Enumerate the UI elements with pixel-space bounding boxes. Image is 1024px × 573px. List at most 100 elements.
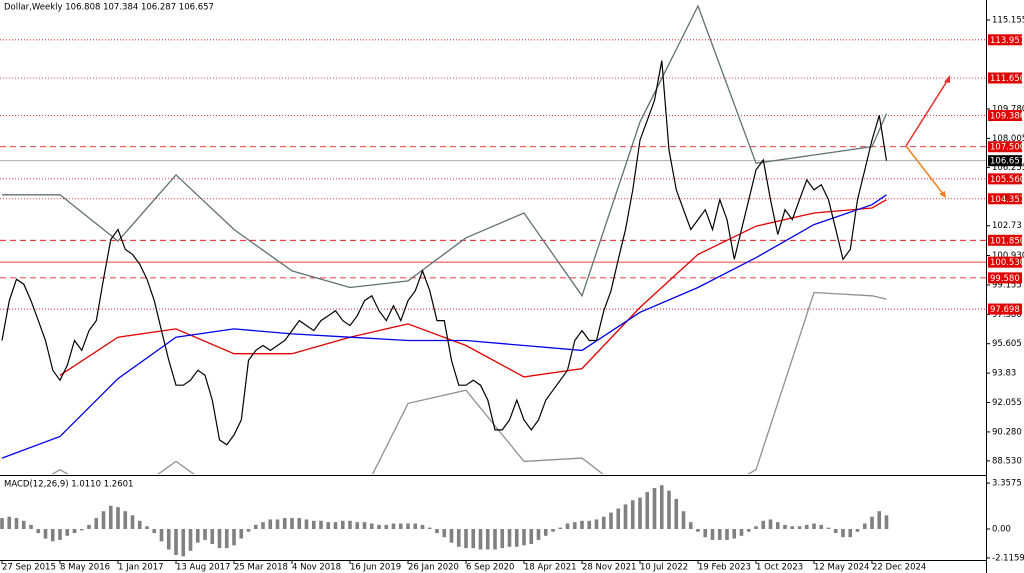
level-label: 99.580 [990,274,1020,284]
macd-bar [239,528,244,539]
macd-bar [398,523,403,529]
macd-bar [311,520,316,529]
macd-bar [159,528,164,542]
x-tick-label: 16 Jun 2019 [350,563,401,573]
macd-bar [558,527,563,529]
macd-bar [855,528,860,532]
macd-bar [543,528,548,536]
level-label-box [988,141,1022,153]
x-tick-label: 26 Jan 2020 [408,563,459,573]
macd-bar [565,523,570,529]
macd-bar [609,512,613,529]
x-tick-label: 1 Jan 2017 [118,563,164,573]
macd-bar [587,520,592,529]
level-label: 104.357 [990,195,1024,205]
x-tick-label: 22 Dec 2024 [872,563,926,573]
x-tick-label: 4 Nov 2018 [292,563,341,573]
y-tick-label: 88.530 [992,456,1022,466]
macd-bar [703,528,708,538]
macd-bar [797,526,802,529]
y-tick-label: -2.1159 [992,553,1024,563]
x-tick-label: 25 Mar 2018 [234,563,288,573]
x-tick-label: 13 Aug 2017 [176,563,230,573]
macd-bar [652,487,657,529]
macd-bar [217,528,222,549]
macd-bar [464,528,468,549]
y-tick-label: 115.155 [992,15,1024,25]
macd-bar [819,524,824,529]
macd-bar [43,528,48,539]
macd-bar [224,528,229,549]
macd-bar [406,523,410,529]
macd-bar [522,528,526,546]
x-tick-label: 6 Sep 2020 [466,563,514,573]
macd-bar [21,520,26,529]
y-tick-label: 106.255 [992,163,1024,173]
y-tick-label: 109.780 [992,104,1024,114]
macd-bar [638,497,642,529]
macd-bar [536,528,541,540]
macd-bar [645,492,650,529]
macd-bar [369,523,374,529]
macd-bar [601,516,606,529]
macd-bar [696,528,700,532]
macd-bar [667,490,671,529]
macd-bar [166,528,171,550]
macd-bar [152,528,157,534]
level-label-box [988,72,1022,84]
macd-bar [449,528,454,543]
macd-bar [485,528,490,550]
macd-bar [413,523,418,529]
macd-bar [442,528,447,538]
x-tick-label: 10 Jul 2022 [640,563,688,573]
macd-bar [0,518,4,529]
down-arrow [905,145,945,196]
macd-bar [50,528,55,542]
macd-bar [659,485,664,529]
macd-bar [688,522,693,529]
macd-bar [710,528,715,540]
macd-bar [384,524,389,529]
macd-bar [181,528,186,557]
macd-bar [775,522,780,529]
macd-bar [514,528,519,547]
macd-bar [877,511,882,529]
macd-bar [232,528,236,546]
macd-bar [246,528,251,532]
level-label: 106.657 [990,157,1024,167]
macd-bar [94,518,99,529]
macd-bar [884,515,889,529]
macd-bar [551,528,555,532]
macd-bar [616,508,621,529]
macd-bar [58,528,62,540]
macd-bar [137,520,142,529]
macd-bar [290,518,294,529]
macd-bar [623,504,628,529]
macd-bar [253,524,258,529]
y-tick-label: 100.930 [992,251,1024,261]
y-tick-label: 3.3575 [992,479,1022,489]
macd-bar [717,528,722,540]
x-tick-label: 18 Apr 2021 [524,563,577,573]
level-label: 105.560 [990,175,1024,185]
indicator-line [59,199,887,378]
macd-bar [768,519,773,529]
macd-bar [14,518,19,529]
macd-bar [790,526,795,529]
indicator-line [51,291,887,474]
macd-bar [739,528,744,536]
macd-bar [594,519,599,529]
macd-bar [261,522,265,529]
macd-bar [833,528,838,534]
level-label: 111.650 [990,74,1024,84]
y-tick-label: 99.155 [992,280,1022,290]
macd-bar [319,520,323,529]
macd-bar [471,528,476,549]
y-tick-label: 108.005 [992,134,1024,144]
macd-bar [841,528,845,538]
x-tick-label: 12 May 2024 [814,563,869,573]
y-tick-label: 90.280 [992,427,1022,437]
macd-bar [7,516,12,529]
macd-bar [188,528,193,551]
macd-bar [297,518,302,529]
